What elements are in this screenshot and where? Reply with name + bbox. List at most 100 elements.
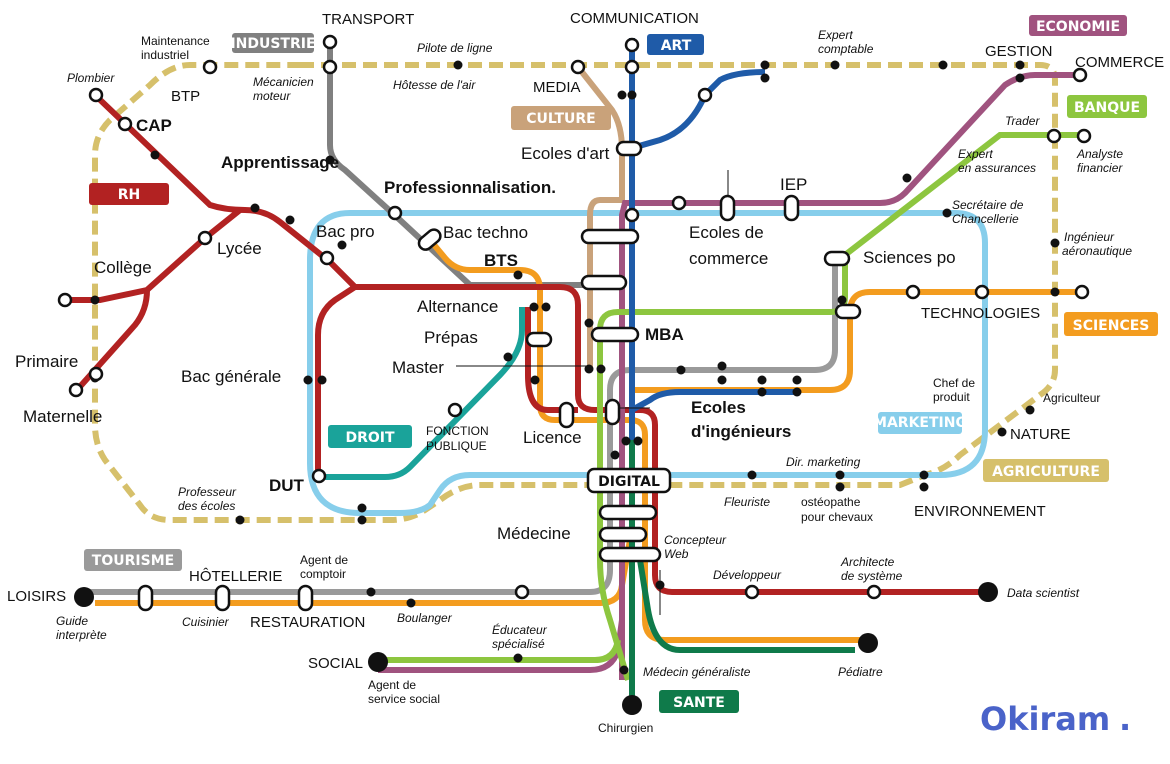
sciences-line: [427, 238, 868, 643]
job-boulanger: Boulanger: [397, 611, 453, 625]
tag-culture: CULTURE: [511, 106, 611, 130]
rh-line: [92, 92, 988, 595]
marketing-line: [307, 210, 988, 516]
terminus-dots: [74, 582, 998, 715]
domain-fonction-publique-2: PUBLIQUE: [426, 439, 487, 453]
job-concepteur-1: Concepteur: [664, 533, 727, 547]
job-hotesse: Hôtesse de l'air: [393, 78, 476, 92]
rh-branch-licence: [525, 307, 578, 413]
station-bac-generale: Bac générale: [181, 367, 281, 386]
art-ecoles: [631, 69, 766, 151]
job-agent-social-1: Agent de: [368, 678, 416, 692]
svg-text:TOURISME: TOURISME: [92, 553, 174, 569]
station-professionnalisation: Professionnalisation.: [384, 178, 556, 197]
job-data-scientist: Data scientist: [1007, 586, 1080, 600]
job-chef-produit-2: produit: [933, 390, 970, 404]
domain-restauration: RESTAURATION: [250, 614, 365, 631]
job-expert-comptable-2: comptable: [818, 42, 874, 56]
station-iep: IEP: [780, 175, 807, 194]
svg-text:ECONOMIE: ECONOMIE: [1036, 19, 1120, 35]
station-maternelle: Maternelle: [23, 407, 102, 426]
station-labels: CAP Apprentissage Professionnalisation. …: [15, 116, 956, 543]
brand-logo: Okiram .: [980, 700, 1131, 738]
domain-media: MEDIA: [533, 79, 581, 96]
svg-text:INDUSTRIE: INDUSTRIE: [230, 36, 315, 52]
job-chirurgien: Chirurgien: [598, 721, 653, 735]
job-expert-assurances-2: en assurances: [958, 161, 1036, 175]
domain-transport: TRANSPORT: [322, 11, 414, 28]
job-pilote: Pilote de ligne: [417, 41, 493, 55]
domain-environnement: ENVIRONNEMENT: [914, 503, 1046, 520]
rh-branch-lycee: [65, 207, 242, 303]
domain-hotellerie: HÔTELLERIE: [189, 568, 282, 585]
tag-tourisme: TOURISME: [84, 549, 182, 571]
job-mecanicien-1: Mécanicien: [253, 75, 314, 89]
svg-text:ART: ART: [661, 38, 692, 54]
tag-rh: RH: [89, 183, 169, 205]
station-cap: CAP: [136, 116, 172, 135]
job-agent-social-2: service social: [368, 692, 440, 706]
domain-nature: NATURE: [1010, 426, 1071, 443]
station-bts: BTS: [484, 251, 518, 270]
station-prepas: Prépas: [424, 328, 478, 347]
economie-line: [619, 72, 1080, 680]
domain-labels: TRANSPORT COMMUNICATION MEDIA GESTION CO…: [7, 10, 1164, 672]
tag-droit: DROIT: [328, 425, 412, 448]
station-college: Collège: [94, 258, 152, 277]
tag-economie: ECONOMIE: [1029, 15, 1127, 36]
station-medecine: Médecine: [497, 524, 571, 543]
job-ingenieur-aero-2: aéronautique: [1062, 244, 1132, 258]
domain-fonction-publique-1: FONCTION: [426, 424, 489, 438]
station-ecoles-ing-1: Ecoles: [691, 398, 746, 417]
job-concepteur-2: Web: [664, 547, 689, 561]
job-developpeur: Développeur: [713, 568, 782, 582]
station-ecoles-commerce-2: commerce: [689, 249, 768, 268]
dashed-ring-line: [92, 62, 1058, 523]
tag-agriculture: AGRICULTURE: [983, 459, 1109, 482]
job-labels: Maintenance industriel Plombier Mécanici…: [56, 28, 1132, 735]
svg-text:SCIENCES: SCIENCES: [1073, 318, 1150, 334]
station-ecoles-art: Ecoles d'art: [521, 144, 610, 163]
svg-text:RH: RH: [118, 187, 141, 203]
job-expert-comptable-1: Expert: [818, 28, 853, 42]
tag-marketing: MARKETING: [873, 412, 967, 434]
job-agriculteur: Agriculteur: [1043, 391, 1100, 405]
svg-text:MARKETING: MARKETING: [873, 415, 967, 431]
job-expert-assurances-1: Expert: [958, 147, 993, 161]
job-professeur-1: Professeur: [178, 485, 237, 499]
culture-line: [575, 65, 625, 370]
station-alternance: Alternance: [417, 297, 498, 316]
job-plombier: Plombier: [67, 71, 115, 85]
domain-communication: COMMUNICATION: [570, 10, 699, 27]
station-ecoles-commerce-1: Ecoles de: [689, 223, 764, 242]
interchange-capsules: [137, 140, 862, 612]
svg-text:AGRICULTURE: AGRICULTURE: [992, 464, 1100, 480]
job-cuisinier: Cuisinier: [182, 615, 230, 629]
domain-loisirs: LOISIRS: [7, 588, 66, 605]
station-sciences-po: Sciences po: [863, 248, 956, 267]
art-ecoles-ing: [630, 389, 795, 413]
job-dir-marketing: Dir. marketing: [786, 455, 861, 469]
rh-branch-primaire: [74, 289, 150, 392]
station-dots: [90, 60, 1060, 675]
station-ecoles-ing-2: d'ingénieurs: [691, 422, 791, 441]
droit-line: [318, 307, 525, 480]
svg-text:SANTE: SANTE: [673, 695, 725, 711]
domain-btp: BTP: [171, 88, 200, 105]
job-guide-1: Guide: [56, 614, 88, 628]
tag-industrie: INDUSTRIE: [230, 33, 316, 53]
svg-text:Okiram: Okiram: [980, 700, 1110, 738]
station-primaire: Primaire: [15, 352, 78, 371]
job-pediatre: Pédiatre: [838, 665, 883, 679]
industrie-line: [327, 42, 600, 288]
station-apprentissage: Apprentissage: [221, 153, 339, 172]
tag-sciences: SCIENCES: [1064, 312, 1158, 336]
job-analyste-1: Analyste: [1076, 147, 1123, 161]
svg-text:.: .: [1119, 700, 1131, 738]
job-analyste-2: financier: [1077, 161, 1123, 175]
station-mba: MBA: [645, 325, 684, 344]
job-agent-comptoir-2: comptoir: [300, 567, 346, 581]
job-osteopathe-1: ostéopathe: [801, 495, 861, 509]
station-bac-pro: Bac pro: [316, 222, 375, 241]
